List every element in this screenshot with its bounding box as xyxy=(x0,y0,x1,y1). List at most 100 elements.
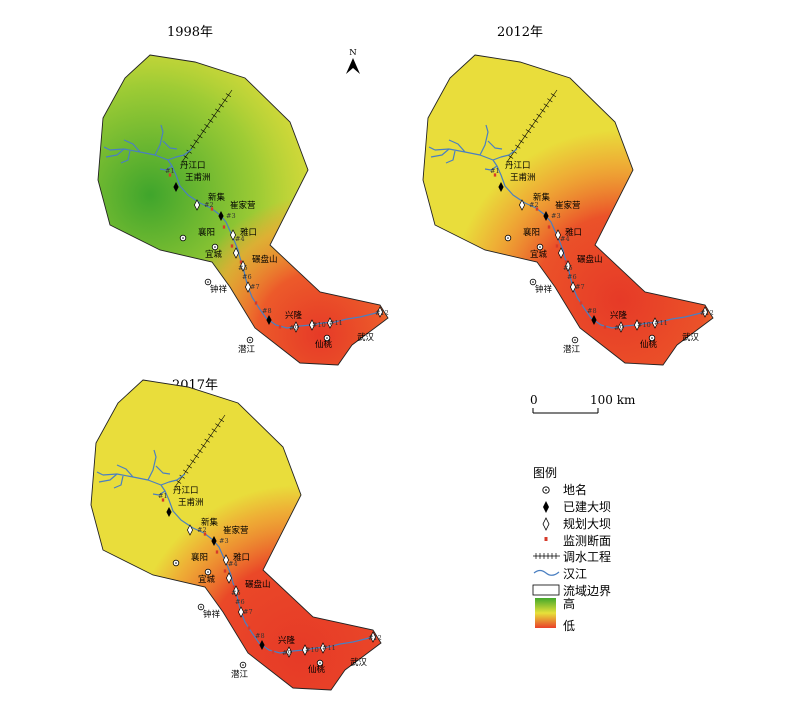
planned-dam xyxy=(240,260,246,272)
planned-dam xyxy=(226,572,232,584)
place-label: 襄阳 xyxy=(191,552,208,563)
monitoring-section xyxy=(168,173,172,177)
monitoring-section xyxy=(161,498,165,502)
monitoring-section xyxy=(222,225,226,229)
planned-dam xyxy=(565,260,571,272)
legend-gradient: 高 低 xyxy=(535,596,575,633)
monitoring-section xyxy=(338,320,342,324)
section-label: #3 xyxy=(219,537,229,545)
place-label: 崔家营 xyxy=(223,525,249,536)
planned-dam xyxy=(570,281,576,293)
scale-end: 100 km xyxy=(590,393,636,407)
legend-label-planned-dam: 规划大坝 xyxy=(563,516,611,531)
section-label: #2 xyxy=(197,526,207,534)
planned-dam xyxy=(245,281,251,293)
place-label: 兴隆 xyxy=(285,310,303,321)
place-label: 武汉 xyxy=(682,332,700,343)
planned-dam xyxy=(187,524,193,536)
scale-bar: 0 100 km xyxy=(530,393,636,414)
monitoring-section xyxy=(564,260,568,264)
place-label: 兴隆 xyxy=(610,310,628,321)
place-label: 丹江口 xyxy=(180,161,206,171)
place-label: 仙桃 xyxy=(315,339,333,350)
scale-start: 0 xyxy=(530,393,538,407)
panel-year-title: 1998年 xyxy=(167,25,213,40)
monitoring-section xyxy=(203,532,207,536)
built-dam xyxy=(498,182,504,192)
place-label: 王甫洲 xyxy=(510,172,536,183)
monitoring-section xyxy=(239,260,243,264)
place-label: 宜城 xyxy=(205,249,223,260)
monitoring-section xyxy=(247,626,251,630)
section-label: #11 xyxy=(322,644,336,652)
section-label: #5 xyxy=(238,264,248,272)
planned-dam xyxy=(652,317,658,329)
planned-dam xyxy=(377,306,383,318)
place-label: 钟祥 xyxy=(210,284,228,295)
place-label: 新集 xyxy=(208,192,226,203)
planned-dam xyxy=(302,644,308,656)
place-label: 碾盘山 xyxy=(245,579,271,590)
planned-dam xyxy=(555,229,561,241)
planned-dam xyxy=(293,321,299,333)
section-label: #9 xyxy=(282,649,292,657)
built-dam xyxy=(173,182,179,192)
place-label: 武汉 xyxy=(357,332,375,343)
place-label: 雅口 xyxy=(233,552,250,563)
place-label: 碾盘山 xyxy=(577,254,603,265)
legend-item-river: 汉江 xyxy=(533,567,587,581)
water-transfer-line xyxy=(181,89,233,163)
place-label: 襄阳 xyxy=(523,227,540,238)
built-dam xyxy=(211,536,217,546)
monitoring-section xyxy=(603,325,607,329)
north-arrow: N xyxy=(346,48,360,74)
section-label: #8 xyxy=(255,632,265,640)
monitoring-section xyxy=(493,173,497,177)
section-label: #3 xyxy=(551,212,561,220)
planned-dam xyxy=(702,306,708,318)
legend-label-place: 地名 xyxy=(563,482,587,497)
monitoring-section xyxy=(663,320,667,324)
planned-dam xyxy=(327,317,333,329)
place-label: 襄阳 xyxy=(198,227,215,238)
legend-label-boundary: 流域边界 xyxy=(563,584,611,598)
monitoring-section xyxy=(215,550,219,554)
section-label: #7 xyxy=(250,283,260,291)
place-label: 仙桃 xyxy=(640,339,658,350)
place-label: 钟祥 xyxy=(203,609,221,620)
place-label: 潜江 xyxy=(238,344,256,355)
planned-dam xyxy=(320,642,326,654)
place-label: 钟祥 xyxy=(535,284,553,295)
section-label: #2 xyxy=(204,201,214,209)
built-dam xyxy=(591,315,597,325)
section-label: #10 xyxy=(312,321,326,329)
monitoring-section-icon xyxy=(544,537,548,541)
boundary-icon xyxy=(532,584,560,596)
section-label: #1 xyxy=(165,167,175,175)
section-label: #9 xyxy=(289,324,299,332)
place-label: 潜江 xyxy=(231,669,249,680)
section-label: #7 xyxy=(243,608,253,616)
section-label: #12 xyxy=(368,634,382,642)
place-label: 崔家营 xyxy=(555,200,581,211)
planned-dam xyxy=(286,646,292,658)
gradient-high-label: 高 xyxy=(563,596,575,611)
legend-item-monitoring: 监测断面 xyxy=(544,533,611,548)
legend-item-water-transfer: 调水工程 xyxy=(533,549,611,564)
planned-dam xyxy=(194,199,200,211)
place-label: 王甫洲 xyxy=(185,172,211,183)
legend-item-boundary: 流域边界 xyxy=(532,584,611,598)
section-label: #1 xyxy=(158,492,168,500)
section-label: #6 xyxy=(242,273,252,281)
legend-item-built-dam: 已建大坝 xyxy=(543,500,611,514)
planned-dam xyxy=(230,229,236,241)
place-label: 雅口 xyxy=(240,227,257,238)
section-label: #9 xyxy=(614,324,624,332)
monitoring-section xyxy=(254,301,258,305)
place-label: 雅口 xyxy=(565,227,582,238)
section-label: #4 xyxy=(560,235,570,243)
section-label: #10 xyxy=(637,321,651,329)
north-arrow-icon xyxy=(346,58,360,74)
place-label: 王甫洲 xyxy=(178,497,204,508)
planned-dam xyxy=(558,247,564,259)
